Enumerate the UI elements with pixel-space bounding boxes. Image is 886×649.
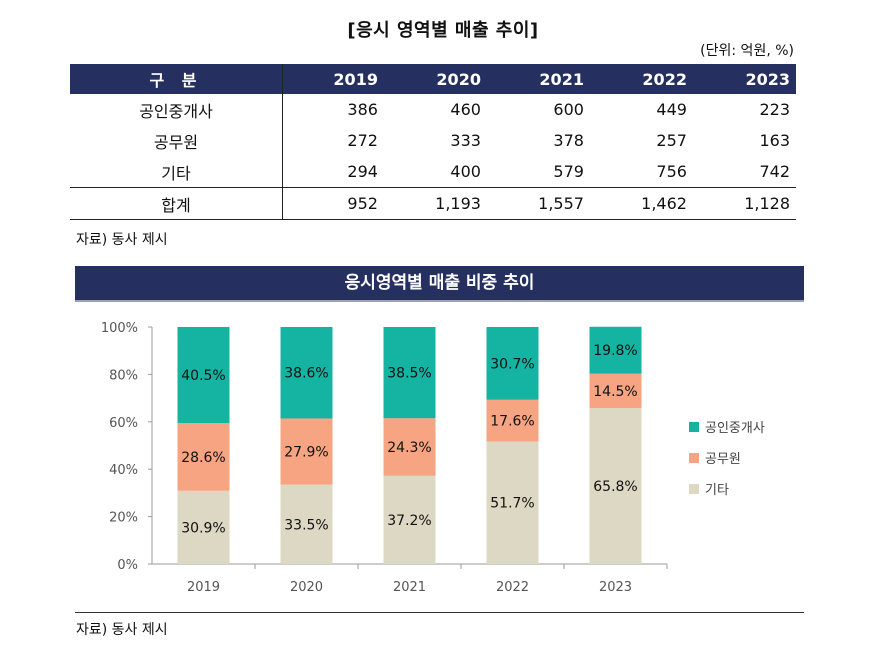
table-row: 기타 294 400 579 756 742 [70,156,796,188]
table-cell: 294 [347,162,378,181]
y-tick-label: 20% [109,511,138,526]
table-cell: 400 [450,162,481,181]
x-tick-label: 2022 [496,580,529,595]
table-header-row: 구 분 2019 2020 2021 2022 2023 [70,64,796,94]
table-cell: 756 [656,162,687,181]
source-note: 자료) 동사 제시 [76,232,168,248]
data-label: 65.8% [593,479,637,495]
data-label: 38.5% [387,366,431,382]
year-header: 2022 [589,64,693,94]
revenue-table: 구 분 2019 2020 2021 2022 2023 공인중개사 386 4… [70,64,796,220]
x-tick-label: 2021 [393,580,426,595]
table-cell: 223 [759,100,790,119]
chart-title: 응시영역별 매출 비중 추이 [75,266,804,302]
bar-segment [280,484,333,564]
bar-segment [177,490,230,564]
data-label: 51.7% [490,496,534,512]
y-tick-label: 80% [109,368,138,383]
table-cell: 333 [450,131,481,150]
table-cell: 742 [759,162,790,181]
legend-label: 기타 [705,483,729,498]
data-label: 24.3% [387,440,431,456]
x-tick-label: 2019 [187,580,220,595]
legend-label: 공인중개사 [705,421,765,436]
y-tick-label: 40% [109,463,138,478]
data-label: 38.6% [284,366,328,382]
table-total-row: 합계 952 1,193 1,557 1,462 1,128 [70,187,796,220]
data-label: 19.8% [593,343,637,359]
year-header: 2023 [692,64,796,94]
row-label: 공인중개사 [70,94,283,125]
data-label: 27.9% [284,445,328,461]
data-label: 40.5% [181,368,225,384]
bar-segment [383,327,436,419]
data-label: 30.7% [490,356,534,372]
table-cell: 460 [450,100,481,119]
bar-segment [177,327,230,423]
data-label: 33.5% [284,517,328,533]
x-tick-label: 2023 [599,580,632,595]
table-cell: 449 [656,100,687,119]
bar-segment [383,418,436,476]
x-tick-label: 2020 [290,580,323,595]
bar-segment [589,408,642,564]
y-tick-label: 100% [101,321,138,336]
year-header: 2020 [383,64,487,94]
bottom-divider [75,612,804,613]
unit-note: (단위: 억원, %) [700,43,794,59]
bar-segment [486,399,539,442]
bar-segment [177,422,230,491]
total-cell: 1,193 [383,187,487,220]
bar-segment [589,373,642,409]
bar-segment [383,475,436,564]
total-cell: 1,128 [692,187,796,220]
table-title: [응시 영역별 매출 추이] [347,20,539,41]
bar-segment [486,327,539,400]
legend-swatch [689,453,699,463]
table-cell: 378 [553,131,584,150]
legend-swatch [689,484,699,494]
bar-segment [280,418,333,485]
bar-segment [280,327,333,419]
legend-label: 공무원 [705,452,741,467]
table-cell: 579 [553,162,584,181]
table-cell: 272 [347,131,378,150]
header-label-cell: 구 분 [70,64,283,94]
total-cell: 1,557 [486,187,590,220]
total-cell: 952 [282,187,384,220]
year-header: 2021 [486,64,590,94]
y-tick-label: 0% [117,558,138,573]
data-label: 28.6% [181,450,225,466]
table-cell: 600 [553,100,584,119]
source-note: 자료) 동사 제시 [76,622,168,638]
data-label: 14.5% [593,384,637,400]
bar-segment [589,326,642,374]
row-label: 공무원 [70,125,283,156]
y-tick-label: 60% [109,416,138,431]
legend-swatch [689,422,699,432]
data-label: 37.2% [387,513,431,529]
total-label: 합계 [70,187,283,220]
table-row: 공인중개사 386 460 600 449 223 [70,94,796,125]
table-cell: 163 [759,131,790,150]
row-label: 기타 [70,156,283,188]
table-cell: 257 [656,131,687,150]
year-header: 2019 [282,64,384,94]
total-cell: 1,462 [589,187,693,220]
table-cell: 386 [347,100,378,119]
bar-segment [486,441,539,564]
data-label: 30.9% [181,520,225,536]
data-label: 17.6% [490,414,534,430]
table-row: 공무원 272 333 378 257 163 [70,125,796,156]
